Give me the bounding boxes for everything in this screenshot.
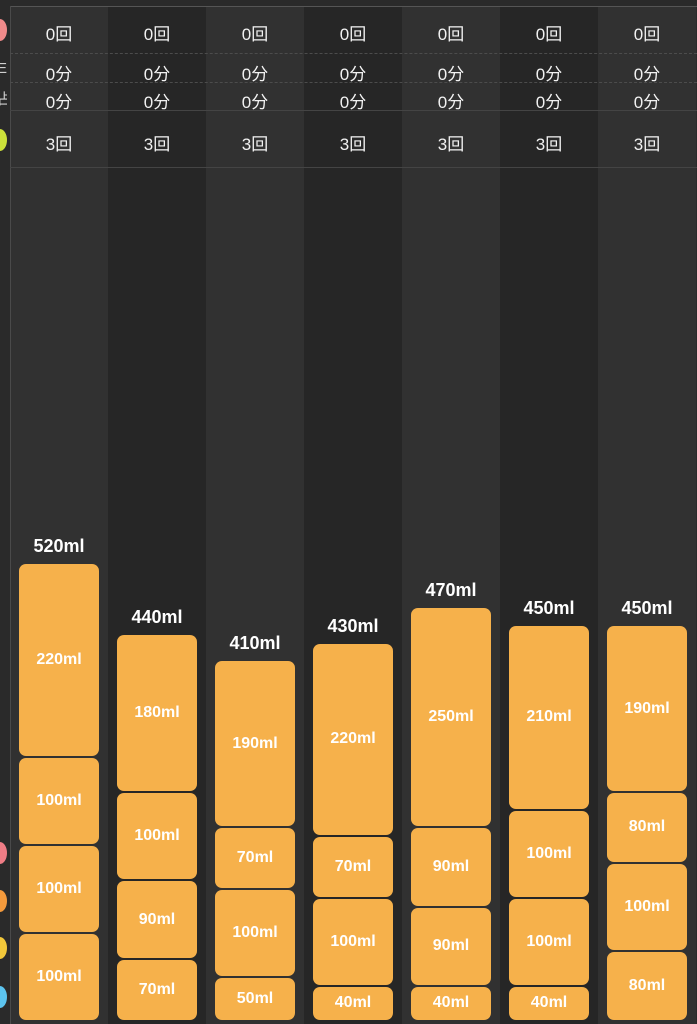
bar-segment[interactable]: 90ml <box>117 881 197 959</box>
legend-dot-icon <box>0 842 7 864</box>
stat-cell-row3: 0分 <box>437 93 465 112</box>
bar-segment[interactable]: 190ml <box>607 626 687 792</box>
stat-cell-row2: 0分 <box>241 65 269 84</box>
stat-cell-row4: 3回 <box>45 135 73 154</box>
bar-total-label: 470ml <box>425 580 477 601</box>
stat-cell-row4: 3回 <box>437 135 465 154</box>
legend-dot-icon <box>0 890 7 912</box>
bar-total-label: 450ml <box>523 598 575 618</box>
bar-segment[interactable]: 70ml <box>117 960 197 1020</box>
stat-cell-row4: 3回 <box>339 135 367 154</box>
bar-total-label: 410ml <box>229 633 281 654</box>
bar-segment[interactable]: 100ml <box>607 863 687 950</box>
stat-cell-row3: 0分 <box>633 93 661 112</box>
stat-cell-row1: 0回 <box>143 25 171 44</box>
stat-cell-row2: 0分 <box>535 65 563 84</box>
bar-segment[interactable]: 100ml <box>19 846 99 932</box>
bar-segment[interactable]: 100ml <box>313 898 393 985</box>
legend-label-fragment: 占 <box>0 88 7 109</box>
bar-segment[interactable]: 250ml <box>411 608 491 827</box>
row-divider <box>10 53 697 54</box>
bar-segment[interactable]: 40ml <box>313 986 393 1020</box>
stat-cell-row2: 0分 <box>633 65 661 84</box>
stat-cell-row1: 0回 <box>241 25 269 44</box>
bar-segment[interactable]: 100ml <box>117 793 197 880</box>
bar-segment[interactable]: 90ml <box>411 907 491 985</box>
stat-cell-row3: 0分 <box>241 93 269 112</box>
bar-segment[interactable]: 100ml <box>19 758 99 844</box>
stat-cell-row1: 0回 <box>535 25 563 44</box>
bar-segment[interactable]: 70ml <box>313 837 393 897</box>
bar-segment[interactable]: 210ml <box>509 626 589 809</box>
bar-segment[interactable]: 50ml <box>215 978 295 1020</box>
bar-segment[interactable]: 100ml <box>19 934 99 1020</box>
legend-dot-icon <box>0 129 7 151</box>
legend-dot-icon <box>0 937 7 959</box>
stat-cell-row4: 3回 <box>535 135 563 154</box>
bar-total-label: 520ml <box>33 536 85 557</box>
row-divider <box>10 110 697 111</box>
bar-segment[interactable]: 100ml <box>509 898 589 985</box>
left-border <box>10 6 11 1024</box>
stat-cell-row4: 3回 <box>241 135 269 154</box>
stat-cell-row1: 0回 <box>437 25 465 44</box>
stat-cell-row2: 0分 <box>45 65 73 84</box>
stat-cell-row3: 0分 <box>45 93 73 112</box>
bar-segment[interactable]: 100ml <box>215 890 295 976</box>
stat-cell-row3: 0分 <box>535 93 563 112</box>
bar-segment[interactable]: 90ml <box>411 828 491 906</box>
stat-cell-row1: 0回 <box>633 25 661 44</box>
bar-segment[interactable]: 220ml <box>313 643 393 836</box>
bar-segment[interactable]: 190ml <box>215 661 295 827</box>
top-border <box>10 6 697 7</box>
stat-cell-row4: 3回 <box>143 135 171 154</box>
bar-total-label: 440ml <box>131 606 183 627</box>
stat-cell-row3: 0分 <box>339 93 367 112</box>
row-divider <box>10 82 697 83</box>
legend-dot-icon <box>0 19 7 41</box>
row-divider <box>10 167 697 168</box>
bar-segment[interactable]: 70ml <box>215 828 295 888</box>
stat-cell-row3: 0分 <box>143 93 171 112</box>
stat-cell-row2: 0分 <box>143 65 171 84</box>
bar-segment[interactable]: 220ml <box>19 564 99 756</box>
stat-cell-row2: 0分 <box>339 65 367 84</box>
stat-cell-row2: 0分 <box>437 65 465 84</box>
bar-segment[interactable]: 80ml <box>607 951 687 1020</box>
legend-label-fragment: E <box>0 60 7 77</box>
bar-segment[interactable]: 180ml <box>117 634 197 792</box>
bar-total-label: 450ml <box>621 598 673 618</box>
legend-dot-icon <box>0 986 7 1008</box>
bar-total-label: 430ml <box>327 615 379 636</box>
stat-cell-row1: 0回 <box>339 25 367 44</box>
bar-segment[interactable]: 40ml <box>411 986 491 1020</box>
stat-cell-row1: 0回 <box>45 25 73 44</box>
bar-segment[interactable]: 100ml <box>509 810 589 897</box>
bar-segment[interactable]: 40ml <box>509 986 589 1020</box>
stat-cell-row4: 3回 <box>633 135 661 154</box>
bar-segment[interactable]: 80ml <box>607 793 687 862</box>
